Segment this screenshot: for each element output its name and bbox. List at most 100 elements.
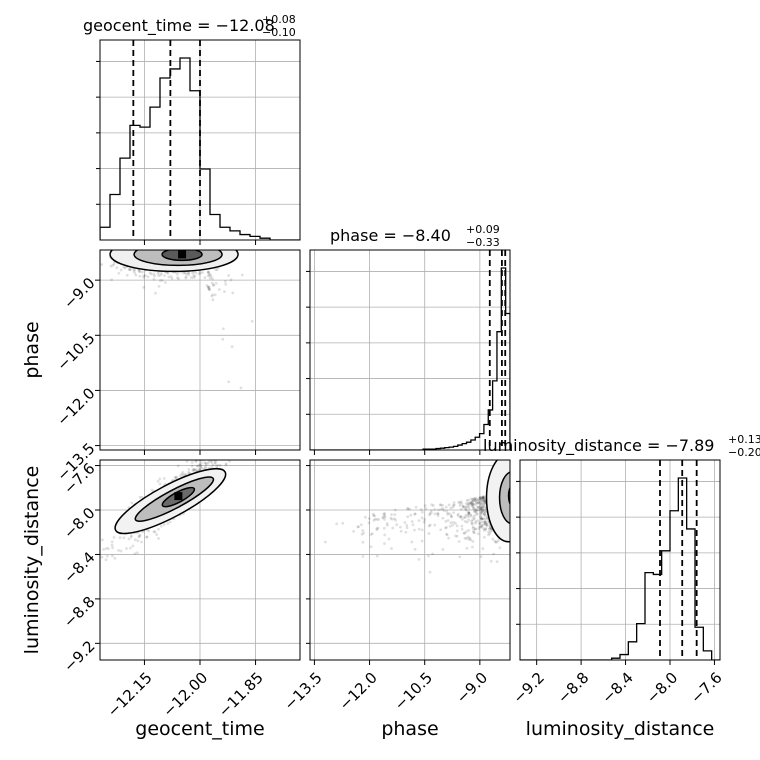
scatter-point bbox=[460, 524, 464, 528]
scatter-point bbox=[469, 501, 472, 505]
scatter-point bbox=[367, 517, 371, 520]
scatter-point bbox=[160, 271, 163, 275]
scatter-point bbox=[468, 536, 472, 540]
scatter-point bbox=[390, 547, 393, 550]
scatter-point bbox=[473, 510, 477, 514]
scatter-point bbox=[483, 523, 487, 527]
scatter-point bbox=[157, 527, 160, 531]
scatter-point bbox=[452, 520, 455, 524]
scatter-point bbox=[451, 523, 455, 527]
scatter-point bbox=[352, 529, 356, 533]
scatter-point bbox=[132, 269, 136, 273]
scatter-point bbox=[481, 496, 485, 500]
scatter-point bbox=[138, 534, 141, 538]
scatter-point bbox=[464, 502, 468, 505]
scatter-point bbox=[477, 501, 481, 505]
scatter-point bbox=[211, 277, 214, 281]
scatter-point bbox=[208, 277, 212, 280]
scatter-point bbox=[485, 517, 489, 521]
scatter-point bbox=[370, 532, 374, 536]
scatter-point bbox=[481, 506, 485, 510]
scatter-point bbox=[481, 495, 485, 499]
scatter-point bbox=[195, 464, 199, 468]
scatter-point bbox=[480, 517, 484, 521]
scatter-point bbox=[209, 460, 213, 463]
scatter-point bbox=[427, 554, 430, 558]
title-phase: phase = −8.40 +0.09 −0.33 bbox=[330, 223, 500, 249]
scatter-point bbox=[470, 522, 474, 526]
scatter-point bbox=[182, 271, 186, 275]
histogram-phase bbox=[310, 267, 510, 450]
scatter-point bbox=[227, 274, 231, 277]
scatter-point bbox=[479, 502, 483, 506]
scatter-point bbox=[212, 442, 215, 445]
scatter-point bbox=[133, 552, 137, 556]
scatter-point bbox=[487, 533, 490, 537]
scatter-point bbox=[250, 319, 254, 323]
scatter-point bbox=[146, 275, 150, 279]
scatter-point bbox=[162, 477, 166, 480]
x-tick-label-luminosity_distance: −8.4 bbox=[598, 669, 636, 707]
scatter-point bbox=[471, 525, 475, 529]
scatter-point bbox=[341, 521, 345, 525]
scatter-point bbox=[482, 505, 485, 508]
scatter-point bbox=[211, 463, 215, 467]
scatter-point bbox=[469, 538, 473, 542]
scatter-point bbox=[465, 546, 469, 550]
scatter-point bbox=[210, 446, 213, 449]
scatter-point bbox=[118, 536, 122, 540]
scatter-point bbox=[495, 540, 499, 544]
scatter-point bbox=[187, 467, 191, 471]
scatter-point bbox=[229, 278, 233, 282]
scatter-point bbox=[199, 464, 203, 468]
scatter-point bbox=[223, 279, 227, 283]
scatter-point bbox=[101, 538, 104, 542]
scatter-point bbox=[484, 510, 488, 514]
scatter-point bbox=[157, 537, 160, 540]
scatter-point bbox=[481, 517, 485, 521]
scatter-point bbox=[451, 505, 455, 509]
scatter-point bbox=[484, 510, 487, 514]
scatter-point bbox=[483, 505, 487, 509]
scatter-point bbox=[459, 507, 463, 511]
scatter-point bbox=[417, 527, 421, 531]
scatter-point bbox=[441, 503, 445, 507]
scatter-point bbox=[364, 515, 367, 519]
scatter-point bbox=[381, 516, 385, 520]
scatter-point bbox=[466, 535, 470, 539]
scatter-point bbox=[476, 498, 480, 502]
scatter-point bbox=[196, 464, 200, 468]
scatter-point bbox=[466, 502, 470, 505]
scatter-point bbox=[470, 500, 474, 504]
scatter-point bbox=[194, 460, 198, 463]
scatter-point bbox=[464, 505, 468, 509]
scatter-point bbox=[482, 522, 486, 526]
scatter-point bbox=[167, 275, 171, 279]
scatter-point bbox=[168, 520, 172, 524]
scatter-point bbox=[129, 546, 132, 550]
scatter-point bbox=[469, 497, 473, 501]
panel-phase bbox=[306, 249, 511, 455]
scatter-point bbox=[417, 557, 421, 561]
scatter-point bbox=[465, 520, 469, 524]
scatter-point bbox=[138, 533, 142, 537]
title-phase-main: phase = −8.40 bbox=[330, 226, 451, 245]
scatter-point bbox=[446, 519, 450, 522]
scatter-point bbox=[413, 547, 417, 551]
y-tick-label-luminosity_distance: −9.2 bbox=[60, 637, 98, 675]
scatter-point bbox=[404, 530, 408, 534]
scatter-point bbox=[184, 275, 188, 279]
scatter-point bbox=[160, 278, 164, 282]
scatter-point bbox=[206, 274, 210, 278]
scatter-point bbox=[94, 257, 97, 260]
scatter-point bbox=[115, 266, 119, 270]
scatter-point bbox=[152, 277, 156, 281]
scatter-point bbox=[149, 272, 153, 276]
scatter-point bbox=[218, 452, 221, 455]
scatter-point bbox=[158, 482, 162, 486]
scatter-point bbox=[478, 522, 482, 526]
scatter-point bbox=[100, 555, 104, 559]
title-luminosity-distance: luminosity_distance = −7.89 +0.13 −0.20 bbox=[483, 433, 760, 459]
scatter-point bbox=[471, 545, 474, 549]
scatter-point bbox=[482, 496, 485, 499]
